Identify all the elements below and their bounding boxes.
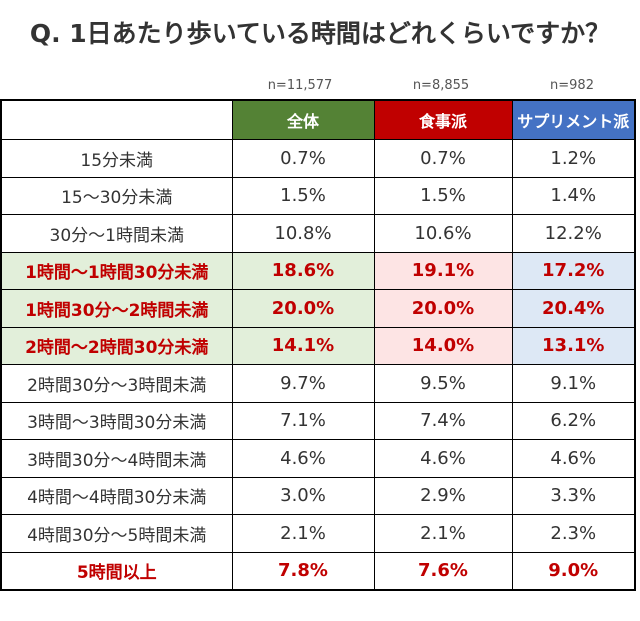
value-food: 2.1%: [373, 514, 513, 553]
value-all: 0.7%: [231, 139, 375, 178]
value-supplement: 12.2%: [511, 214, 636, 253]
row-label: 2時間～2時間30分未満: [0, 326, 233, 365]
sample-size-supplement: n=982: [550, 78, 594, 93]
header-empty-cell: [0, 99, 233, 140]
sample-size-food: n=8,855: [412, 78, 470, 93]
value-food: 14.0%: [373, 326, 513, 365]
table-row: 3時間～3時間30分未満 7.1% 7.4% 6.2%: [0, 401, 636, 440]
page-title: Q. 1日あたり歩いている時間はどれくらいですか？: [29, 19, 611, 48]
row-label: 30分～1時間未満: [0, 214, 233, 253]
row-label: 3時間～3時間30分未満: [0, 401, 233, 440]
value-all: 3.0%: [231, 476, 375, 515]
value-all: 14.1%: [231, 326, 375, 365]
table-row: 15～30分未満 1.5% 1.5% 1.4%: [0, 176, 636, 215]
table-row: 2時間30分～3時間未満 9.7% 9.5% 9.1%: [0, 364, 636, 403]
value-food: 0.7%: [373, 139, 513, 178]
value-all: 20.0%: [231, 289, 375, 328]
header-food: 食事派: [373, 99, 513, 140]
header-supplement: サプリメント派: [511, 99, 636, 140]
row-label: 1時間30分～2時間未満: [0, 289, 233, 328]
value-supplement: 2.3%: [511, 514, 636, 553]
table-row-highlight: 1時間30分～2時間未満 20.0% 20.0% 20.4%: [0, 289, 636, 328]
header-row: 全体 食事派 サプリメント派: [0, 99, 636, 140]
value-all: 7.8%: [231, 551, 375, 591]
walking-time-table: 全体 食事派 サプリメント派 15分未満 0.7% 0.7% 1.2% 15～3…: [0, 99, 636, 591]
row-label: 3時間30分～4時間未満: [0, 439, 233, 478]
table-row: 30分～1時間未満 10.8% 10.6% 12.2%: [0, 214, 636, 253]
value-supplement: 20.4%: [511, 289, 636, 328]
value-supplement: 17.2%: [511, 251, 636, 290]
row-label: 15分未満: [0, 139, 233, 178]
header-all: 全体: [231, 99, 375, 140]
value-supplement: 1.2%: [511, 139, 636, 178]
value-food: 7.4%: [373, 401, 513, 440]
sample-size-row: n=11,577 n=8,855 n=982: [0, 78, 640, 98]
table-row-highlight: 2時間～2時間30分未満 14.1% 14.0% 13.1%: [0, 326, 636, 365]
value-all: 10.8%: [231, 214, 375, 253]
table-row: 4時間～4時間30分未満 3.0% 2.9% 3.3%: [0, 476, 636, 515]
row-label: 1時間～1時間30分未満: [0, 251, 233, 290]
value-all: 1.5%: [231, 176, 375, 215]
value-food: 2.9%: [373, 476, 513, 515]
row-label: 5時間以上: [0, 551, 233, 591]
value-supplement: 3.3%: [511, 476, 636, 515]
row-label: 4時間30分～5時間未満: [0, 514, 233, 553]
value-food: 10.6%: [373, 214, 513, 253]
value-supplement: 6.2%: [511, 401, 636, 440]
value-supplement: 4.6%: [511, 439, 636, 478]
value-all: 18.6%: [231, 251, 375, 290]
row-label: 4時間～4時間30分未満: [0, 476, 233, 515]
table-row-emphasis: 5時間以上 7.8% 7.6% 9.0%: [0, 551, 636, 591]
table-row: 15分未満 0.7% 0.7% 1.2%: [0, 139, 636, 178]
row-label: 15～30分未満: [0, 176, 233, 215]
table-row: 3時間30分～4時間未満 4.6% 4.6% 4.6%: [0, 439, 636, 478]
value-supplement: 13.1%: [511, 326, 636, 365]
value-food: 20.0%: [373, 289, 513, 328]
row-label: 2時間30分～3時間未満: [0, 364, 233, 403]
value-all: 4.6%: [231, 439, 375, 478]
value-food: 7.6%: [373, 551, 513, 591]
value-supplement: 1.4%: [511, 176, 636, 215]
value-food: 19.1%: [373, 251, 513, 290]
value-all: 2.1%: [231, 514, 375, 553]
value-food: 4.6%: [373, 439, 513, 478]
value-all: 9.7%: [231, 364, 375, 403]
table-row-highlight: 1時間～1時間30分未満 18.6% 19.1% 17.2%: [0, 251, 636, 290]
value-supplement: 9.0%: [511, 551, 636, 591]
table-row: 4時間30分～5時間未満 2.1% 2.1% 2.3%: [0, 514, 636, 553]
value-all: 7.1%: [231, 401, 375, 440]
sample-size-all: n=11,577: [267, 78, 333, 93]
value-food: 1.5%: [373, 176, 513, 215]
value-supplement: 9.1%: [511, 364, 636, 403]
value-food: 9.5%: [373, 364, 513, 403]
